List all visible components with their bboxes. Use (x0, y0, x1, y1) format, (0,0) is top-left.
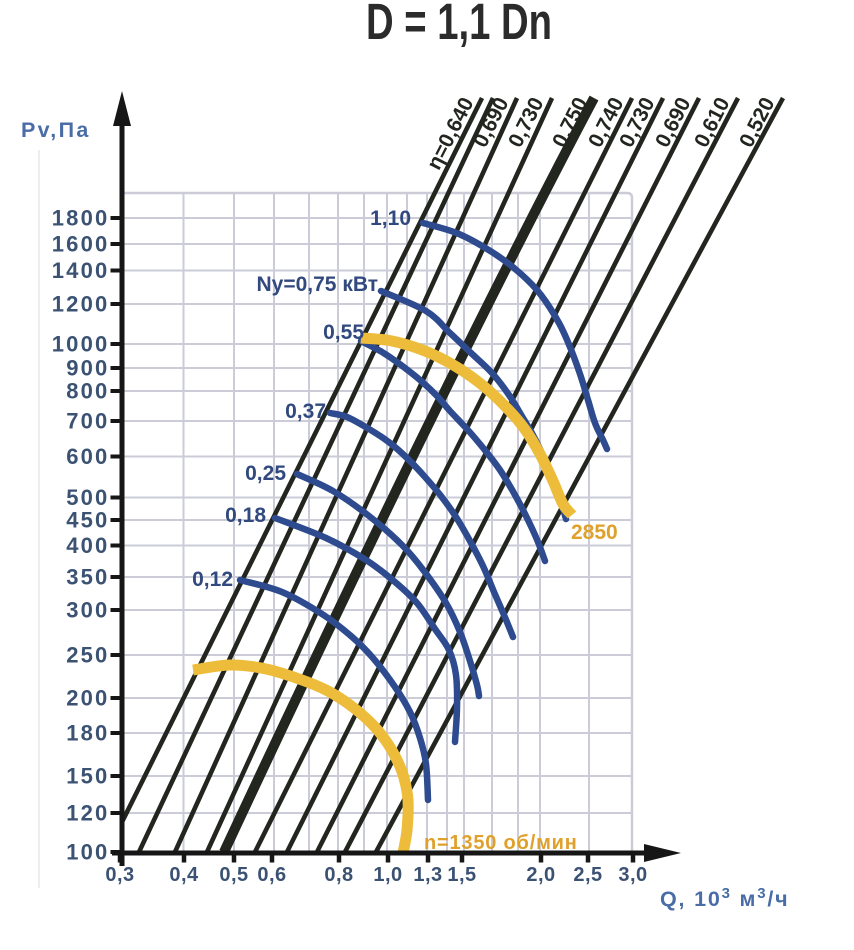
svg-text:1600: 1600 (52, 232, 110, 257)
svg-text:1,10: 1,10 (370, 207, 411, 230)
svg-text:1,0: 1,0 (373, 864, 402, 886)
svg-text:400: 400 (66, 533, 109, 558)
svg-text:1200: 1200 (52, 292, 110, 317)
svg-text:450: 450 (66, 508, 109, 533)
svg-text:150: 150 (66, 764, 109, 789)
svg-text:0,55: 0,55 (323, 321, 364, 344)
svg-text:300: 300 (66, 598, 109, 623)
svg-text:800: 800 (66, 379, 109, 404)
svg-text:180: 180 (66, 721, 109, 746)
svg-text:250: 250 (66, 643, 109, 668)
svg-text:2850: 2850 (571, 521, 618, 544)
svg-text:700: 700 (66, 409, 109, 434)
svg-text:0,4: 0,4 (169, 864, 199, 886)
svg-text:0,8: 0,8 (324, 864, 353, 886)
svg-text:0,18: 0,18 (225, 504, 266, 527)
svg-text:0,5: 0,5 (219, 864, 248, 886)
svg-text:350: 350 (66, 565, 109, 590)
svg-text:2,5: 2,5 (573, 864, 602, 886)
svg-text:120: 120 (66, 801, 109, 826)
svg-text:0,3: 0,3 (105, 864, 134, 886)
svg-text:Pv,Па: Pv,Па (21, 118, 91, 142)
svg-text:1800: 1800 (52, 206, 110, 231)
svg-text:1,5: 1,5 (447, 864, 476, 886)
svg-text:1400: 1400 (52, 258, 110, 283)
svg-text:0,25: 0,25 (245, 462, 286, 485)
svg-text:1000: 1000 (52, 332, 110, 357)
svg-text:0,12: 0,12 (192, 568, 233, 591)
svg-text:500: 500 (66, 485, 109, 510)
svg-text:1,3: 1,3 (413, 864, 442, 886)
svg-text:n=1350 об/мин: n=1350 об/мин (424, 832, 578, 854)
svg-text:600: 600 (66, 444, 109, 469)
svg-text:0,6: 0,6 (257, 864, 286, 886)
svg-text:100: 100 (66, 840, 109, 865)
svg-text:200: 200 (66, 686, 109, 711)
svg-text:900: 900 (66, 356, 109, 381)
svg-text:2,0: 2,0 (526, 864, 555, 886)
svg-text:D = 1,1 Dn: D = 1,1 Dn (366, 0, 552, 50)
svg-text:Ny=0,75 кВт: Ny=0,75 кВт (257, 273, 379, 296)
svg-text:0,37: 0,37 (285, 400, 326, 423)
svg-text:3,0: 3,0 (618, 864, 647, 886)
